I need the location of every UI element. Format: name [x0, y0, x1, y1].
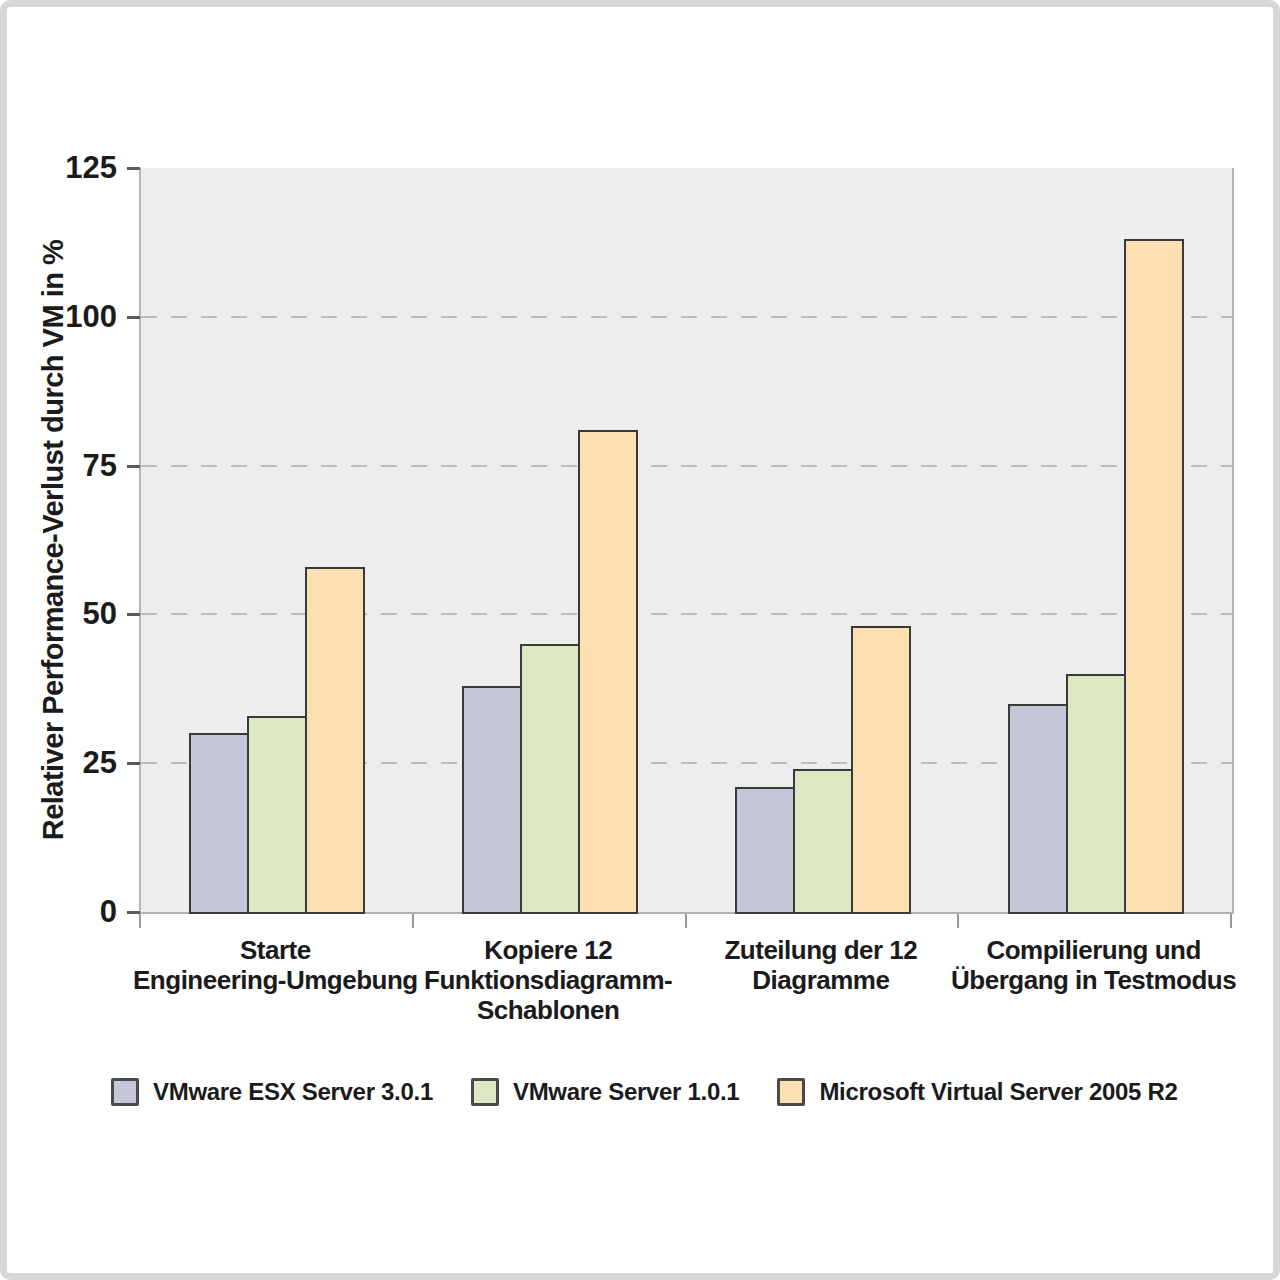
bar-vmware-server-1-0-1-cat4	[1066, 674, 1126, 914]
bar-vmware-esx-server-3-0-1-cat2	[462, 686, 522, 914]
bar-group-2	[414, 168, 687, 912]
legend-swatch-1	[111, 1078, 139, 1106]
y-tick-125	[127, 167, 140, 170]
bar-group-3	[687, 168, 960, 912]
legend-item-3: Microsoft Virtual Server 2005 R2	[777, 1078, 1177, 1106]
bar-microsoft-virtual-server-2005-r2-cat1	[305, 567, 365, 914]
legend: VMware ESX Server 3.0.1 VMware Server 1.0…	[111, 1078, 1178, 1106]
legend-swatch-2	[471, 1078, 499, 1106]
legend-item-2: VMware Server 1.0.1	[471, 1078, 739, 1106]
legend-label-2: VMware Server 1.0.1	[513, 1078, 739, 1106]
x-tick-0	[139, 914, 141, 928]
legend-item-1: VMware ESX Server 3.0.1	[111, 1078, 433, 1106]
category-label-1: Starte Engineering-Umgebung	[119, 935, 432, 995]
category-label-2: Kopiere 12 Funktionsdiagramm- Schablonen	[392, 935, 705, 1025]
y-tick-label-75: 75	[37, 448, 117, 484]
y-tick-50	[127, 613, 140, 616]
bar-group-4	[959, 168, 1232, 912]
y-tick-label-25: 25	[37, 745, 117, 781]
bar-vmware-server-1-0-1-cat2	[520, 644, 580, 914]
legend-label-3: Microsoft Virtual Server 2005 R2	[819, 1078, 1177, 1106]
bar-microsoft-virtual-server-2005-r2-cat2	[578, 430, 638, 914]
y-tick-75	[127, 465, 140, 468]
x-tick-1	[412, 914, 414, 928]
bar-vmware-esx-server-3-0-1-cat3	[735, 787, 795, 914]
y-tick-0	[127, 911, 140, 914]
bar-microsoft-virtual-server-2005-r2-cat3	[851, 626, 911, 914]
y-tick-label-125: 125	[37, 150, 117, 186]
y-tick-100	[127, 316, 140, 319]
bar-vmware-esx-server-3-0-1-cat1	[189, 733, 249, 914]
plot-area	[139, 168, 1234, 914]
bar-microsoft-virtual-server-2005-r2-cat4	[1124, 239, 1184, 914]
bar-vmware-esx-server-3-0-1-cat4	[1008, 704, 1068, 914]
legend-swatch-3	[777, 1078, 805, 1106]
category-label-3: Zuteilung der 12 Diagramme	[665, 935, 978, 995]
y-tick-label-100: 100	[37, 299, 117, 335]
bar-group-1	[141, 168, 414, 912]
legend-label-1: VMware ESX Server 3.0.1	[153, 1078, 433, 1106]
y-tick-25	[127, 762, 140, 765]
y-tick-label-50: 50	[37, 596, 117, 632]
x-tick-2	[685, 914, 687, 928]
category-label-4: Compilierung und Übergang in Testmodus	[937, 935, 1250, 995]
x-tick-4	[1230, 914, 1232, 928]
bar-chart-figure: Relativer Performance-Verlust durch VM i…	[0, 0, 1280, 1280]
bar-vmware-server-1-0-1-cat1	[247, 716, 307, 914]
bar-vmware-server-1-0-1-cat3	[793, 769, 853, 914]
y-tick-label-0: 0	[37, 894, 117, 930]
x-tick-3	[957, 914, 959, 928]
